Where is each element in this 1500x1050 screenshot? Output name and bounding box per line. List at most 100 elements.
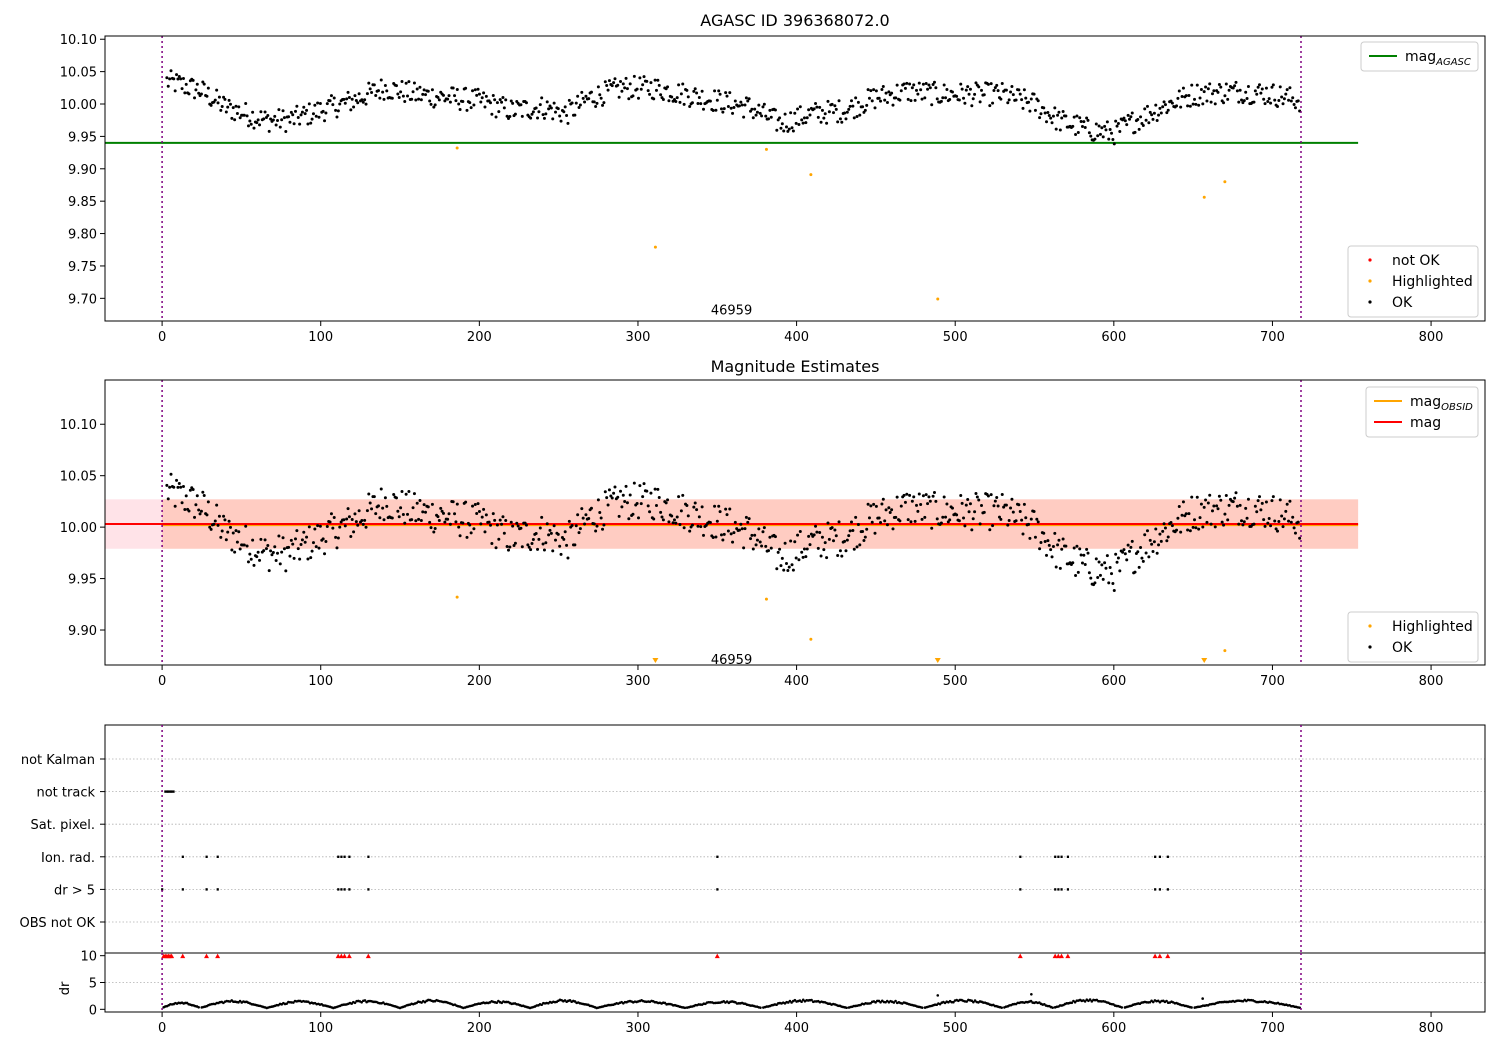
ok-point xyxy=(1085,116,1089,120)
ok-point xyxy=(1260,87,1264,91)
ok-point xyxy=(1269,101,1273,105)
ok-point xyxy=(316,524,320,528)
ok-point xyxy=(177,75,181,79)
flag-marker xyxy=(1054,855,1057,858)
ok-point xyxy=(1226,518,1230,522)
ok-point xyxy=(287,115,291,119)
ok-point xyxy=(589,506,593,510)
ok-point xyxy=(262,117,266,121)
ok-point xyxy=(202,82,206,86)
ok-point xyxy=(624,76,628,80)
ok-point xyxy=(751,547,755,551)
ok-point xyxy=(877,96,881,100)
ok-point xyxy=(436,515,440,519)
ok-point xyxy=(335,546,339,550)
ok-point xyxy=(497,537,501,541)
ok-point xyxy=(789,539,793,543)
ok-point xyxy=(222,95,226,99)
ok-point xyxy=(768,535,772,539)
ok-point xyxy=(832,539,836,543)
ok-point xyxy=(822,548,826,552)
dr-capped-marker xyxy=(1017,953,1023,959)
ok-point xyxy=(282,547,286,551)
ok-point xyxy=(529,116,533,120)
flag-marker xyxy=(170,790,175,793)
flag-row-label: Ion. rad. xyxy=(41,851,95,866)
ok-point xyxy=(360,518,364,522)
ok-point xyxy=(1284,92,1288,96)
ok-point xyxy=(347,95,351,99)
flag-marker xyxy=(1066,888,1070,891)
highlighted-point xyxy=(455,595,459,599)
ok-point xyxy=(879,99,883,103)
ok-point xyxy=(700,505,704,509)
ok-point xyxy=(421,92,425,96)
ok-point xyxy=(782,568,786,572)
ok-point xyxy=(1296,99,1300,103)
ok-point xyxy=(298,557,302,561)
ok-point xyxy=(263,110,267,114)
ok-point xyxy=(776,550,780,554)
ok-point xyxy=(690,523,694,527)
ok-point xyxy=(1115,124,1119,128)
ok-point xyxy=(506,548,510,552)
ok-point xyxy=(749,537,753,541)
ok-point xyxy=(1043,111,1047,115)
ok-point xyxy=(1076,131,1080,135)
ok-point xyxy=(1266,99,1270,103)
ok-point xyxy=(945,87,949,91)
ok-point xyxy=(1126,113,1130,117)
ok-point xyxy=(697,96,701,100)
ok-point xyxy=(511,101,515,105)
ok-point xyxy=(1181,86,1185,90)
ok-point xyxy=(299,113,303,117)
ok-point xyxy=(540,96,544,100)
ok-point xyxy=(284,569,288,573)
dr-point xyxy=(1088,998,1092,1001)
p2-top-legend xyxy=(1365,386,1479,438)
ok-point xyxy=(1085,547,1089,551)
ok-point xyxy=(298,122,302,126)
ok-point xyxy=(495,523,499,527)
ok-point xyxy=(316,101,320,105)
ok-point xyxy=(433,103,437,107)
ok-point xyxy=(181,485,185,489)
ok-point xyxy=(702,533,706,537)
ok-point xyxy=(1270,499,1274,503)
ok-point xyxy=(808,113,812,117)
ok-point xyxy=(227,98,231,102)
ok-point xyxy=(924,493,928,497)
ok-point xyxy=(328,520,332,524)
ok-point xyxy=(909,520,913,524)
ok-point xyxy=(399,506,403,510)
ok-point xyxy=(916,509,920,513)
ok-point xyxy=(583,100,587,104)
ok-point xyxy=(565,543,569,547)
ok-point xyxy=(773,108,777,112)
ok-point xyxy=(1007,519,1011,523)
ok-point xyxy=(686,95,690,99)
ok-point xyxy=(1035,517,1039,521)
dr-capped-marker xyxy=(169,953,175,959)
ok-point xyxy=(267,569,271,573)
ok-point xyxy=(552,101,556,105)
ok-point xyxy=(1118,130,1122,134)
ok-point xyxy=(672,518,676,522)
ok-point xyxy=(787,565,791,569)
ok-point xyxy=(920,97,924,101)
dr-point xyxy=(353,1001,357,1005)
ok-point xyxy=(397,515,401,519)
ok-point xyxy=(1206,501,1210,505)
ok-point xyxy=(1079,553,1083,557)
ok-point xyxy=(512,543,516,547)
ok-point xyxy=(973,510,977,514)
ok-point xyxy=(944,96,948,100)
ok-point xyxy=(962,516,966,520)
ok-point xyxy=(732,105,736,109)
ok-point xyxy=(407,490,411,494)
ok-point xyxy=(898,519,902,523)
ok-point xyxy=(856,100,860,104)
ok-point xyxy=(619,79,623,83)
p4-xtick-label: 200 xyxy=(467,1021,492,1036)
ok-point xyxy=(422,88,426,92)
